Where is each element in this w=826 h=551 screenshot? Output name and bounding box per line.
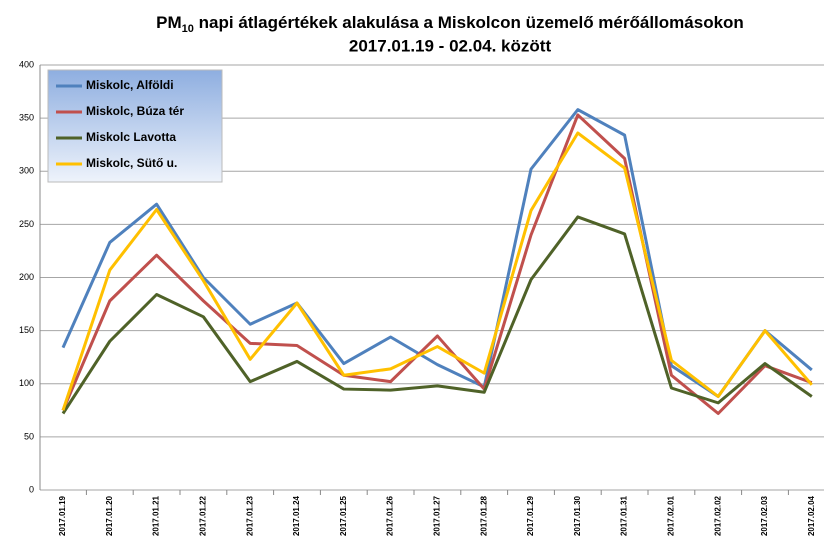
x-tick-label: 2017.01.21	[152, 495, 161, 536]
series-line	[61, 215, 813, 415]
x-tick-label: 2017.01.19	[58, 495, 67, 536]
x-tick-label: 2017.01.29	[526, 495, 535, 536]
x-tick-label: 2017.01.27	[433, 495, 442, 536]
x-tick-label: 2017.01.25	[339, 495, 348, 536]
x-tick-label: 2017.01.31	[620, 495, 629, 536]
y-tick-label: 100	[19, 378, 34, 388]
y-tick-label: 350	[19, 113, 34, 123]
y-tick-label: 50	[24, 431, 34, 441]
series-line	[61, 108, 813, 398]
x-tick-label: 2017.02.04	[807, 495, 816, 536]
legend-label: Miskolc, Sütő u.	[86, 156, 177, 170]
y-tick-label: 0	[29, 484, 34, 494]
series-line	[61, 113, 813, 415]
legend-label: Miskolc Lavotta	[86, 130, 176, 144]
chart-subtitle: 2017.01.19 - 02.04. között	[349, 36, 552, 55]
series-line	[61, 131, 813, 411]
x-tick-label: 2017.02.01	[667, 495, 676, 536]
chart-title: PM10 napi átlagértékek alakulása a Misko…	[156, 13, 744, 34]
y-tick-label: 250	[19, 219, 34, 229]
x-tick-label: 2017.01.22	[199, 495, 208, 536]
x-tick-label: 2017.01.23	[245, 495, 254, 536]
legend-label: Miskolc, Alföldi	[86, 78, 174, 92]
x-tick-label: 2017.02.02	[713, 495, 722, 536]
y-tick-label: 150	[19, 325, 34, 335]
x-tick-label: 2017.01.20	[105, 495, 114, 536]
y-tick-label: 200	[19, 272, 34, 282]
x-tick-label: 2017.01.28	[479, 495, 488, 536]
y-tick-label: 300	[19, 166, 34, 176]
x-tick-label: 2017.01.24	[292, 495, 301, 536]
x-tick-label: 2017.01.30	[573, 495, 582, 536]
x-tick-label: 2017.02.03	[760, 495, 769, 536]
x-tick-label: 2017.01.26	[386, 495, 395, 536]
y-tick-label: 400	[19, 59, 34, 69]
legend-label: Miskolc, Búza tér	[86, 104, 184, 118]
